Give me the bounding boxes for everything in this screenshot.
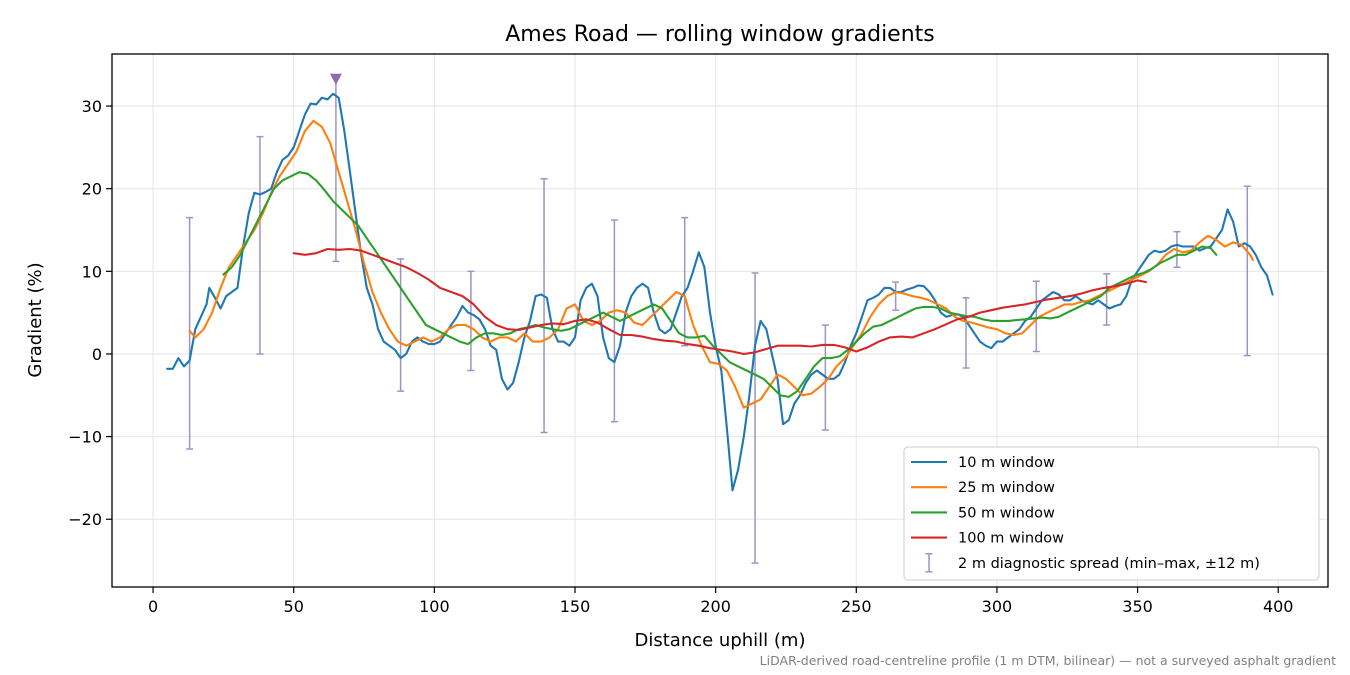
legend: 10 m window 25 m window 50 m window 100 m w… [903,446,1320,581]
x-tick-label: 250 [841,597,872,616]
x-tick-label: 300 [982,597,1013,616]
legend-label-100-m-window: 100 m window [958,531,1064,547]
y-axis-label: Gradient (%) [25,262,46,377]
x-tick-label: 400 [1263,597,1294,616]
peak-marker [329,73,342,85]
legend-label-50-m-window: 50 m window [958,505,1055,521]
y-tick-label: 10 [82,262,102,281]
axis-ticks: 0 50 100 150 200 250 300 350 400 −20 −10 0 10 20 30 [68,97,1293,616]
plot-frame [111,53,1329,588]
y-tick-label: 30 [82,97,102,116]
x-tick-label: 350 [1122,597,1153,616]
legend-box [903,446,1320,581]
peak-marker-group [329,73,342,85]
legend-label-25-m-window: 25 m window [958,480,1055,496]
legend-label-10-m-window: 10 m window [958,455,1055,471]
x-tick-label: 150 [560,597,591,616]
diagnostic-spread-bars [186,76,1251,564]
series-line-25-m-window [188,119,1254,409]
x-tick-label: 50 [284,597,304,616]
y-tick-label: 0 [92,345,102,364]
x-tick-label: 0 [148,597,158,616]
x-tick-label: 100 [419,597,450,616]
x-axis-label: Distance uphill (m) [635,630,806,651]
chart-title: Ames Road — rolling window gradients [505,22,935,47]
legend-label-spread: 2 m diagnostic spread (min–max, ±12 m) [958,556,1260,572]
series-lines [166,92,1274,492]
footnote: LiDAR-derived road-centreline profile (1… [760,653,1336,668]
series-line-50-m-window [222,171,1218,398]
x-tick-label: 200 [700,597,731,616]
series-line-100-m-window [292,247,1148,356]
y-tick-label: 20 [82,180,102,199]
y-tick-label: −20 [68,510,102,529]
y-tick-label: −10 [68,428,102,447]
